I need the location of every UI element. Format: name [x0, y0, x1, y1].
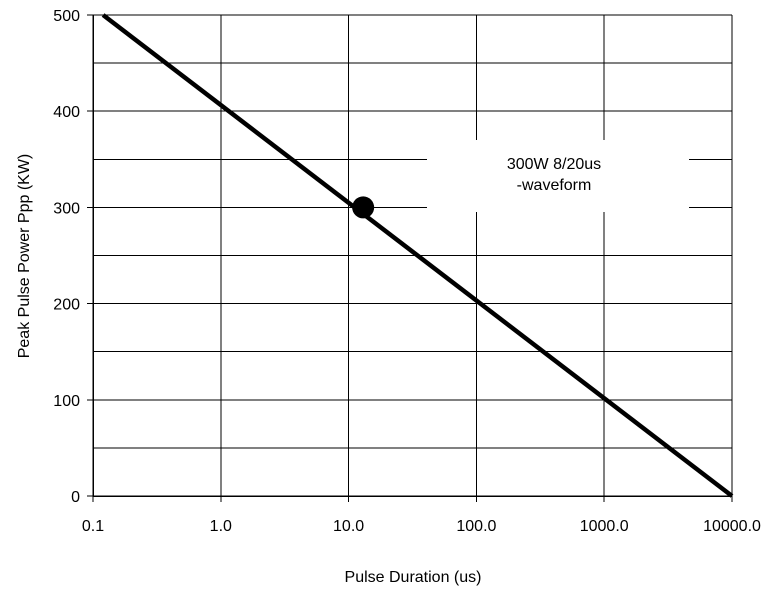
annotation-line-2: -waveform [517, 177, 592, 194]
annotation: 300W 8/20us -waveform [427, 140, 689, 212]
y-tick-label: 200 [53, 297, 80, 314]
x-tick-label: 100.0 [456, 518, 496, 535]
y-tick-label: 0 [71, 489, 80, 506]
x-tick-label: 10.0 [333, 518, 364, 535]
series-layer [101, 13, 734, 498]
y-tick-label: 500 [53, 8, 80, 25]
axes [87, 14, 733, 502]
data-point-marker [352, 196, 375, 219]
x-tick-label: 0.1 [82, 518, 104, 535]
grid [93, 14, 733, 496]
y-tick-label: 100 [53, 393, 80, 410]
series-line [101, 13, 734, 498]
y-tick-label: 400 [53, 104, 80, 121]
annotation-background [427, 140, 689, 212]
annotation-line-1: 300W 8/20us [507, 156, 601, 173]
x-tick-label: 1.0 [210, 518, 232, 535]
x-tick-label: 10000.0 [703, 518, 761, 535]
tick-labels: 0 100 200 300 400 500 0.1 1.0 10.0 100.0 1000.0 100… [53, 8, 761, 535]
y-tick-label: 300 [53, 200, 80, 217]
x-tick-label: 1000.0 [580, 518, 629, 535]
x-axis-title: Pulse Duration (us) [345, 569, 482, 586]
y-axis-title: Peak Pulse Power Ppp (KW) [16, 154, 33, 359]
